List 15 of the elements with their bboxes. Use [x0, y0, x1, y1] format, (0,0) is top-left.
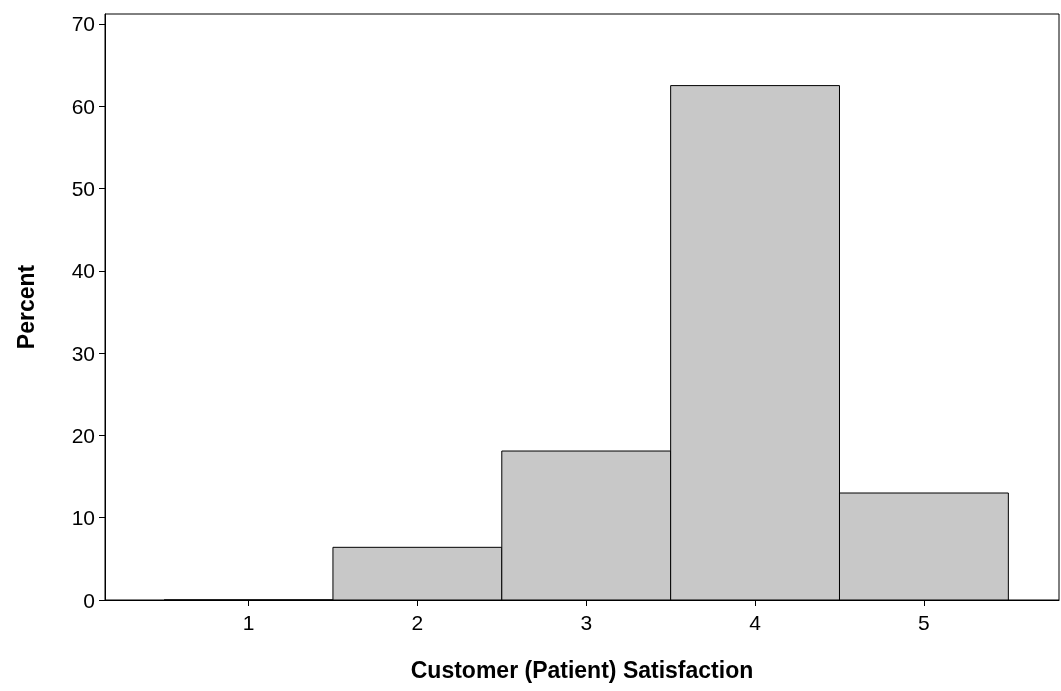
y-tick-label: 20 — [71, 423, 95, 447]
y-tick-label: 60 — [71, 94, 95, 118]
x-axis-title: Customer (Patient) Satisfaction — [410, 656, 754, 683]
x-tick-label: 4 — [749, 611, 762, 634]
y-tick-label: 0 — [83, 588, 95, 612]
x-tick-label: 5 — [918, 611, 930, 634]
y-tick-label: 70 — [71, 12, 95, 36]
y-tick-label: 30 — [71, 341, 95, 365]
y-tick-label: 40 — [71, 259, 95, 283]
y-tick-label: 50 — [71, 176, 95, 200]
y-tick-label: 10 — [71, 506, 95, 530]
x-tick-label: 1 — [242, 611, 255, 634]
x-tick-label: 3 — [580, 611, 593, 634]
x-tick-label: 2 — [411, 611, 424, 634]
y-axis-title: Percent — [12, 264, 39, 350]
